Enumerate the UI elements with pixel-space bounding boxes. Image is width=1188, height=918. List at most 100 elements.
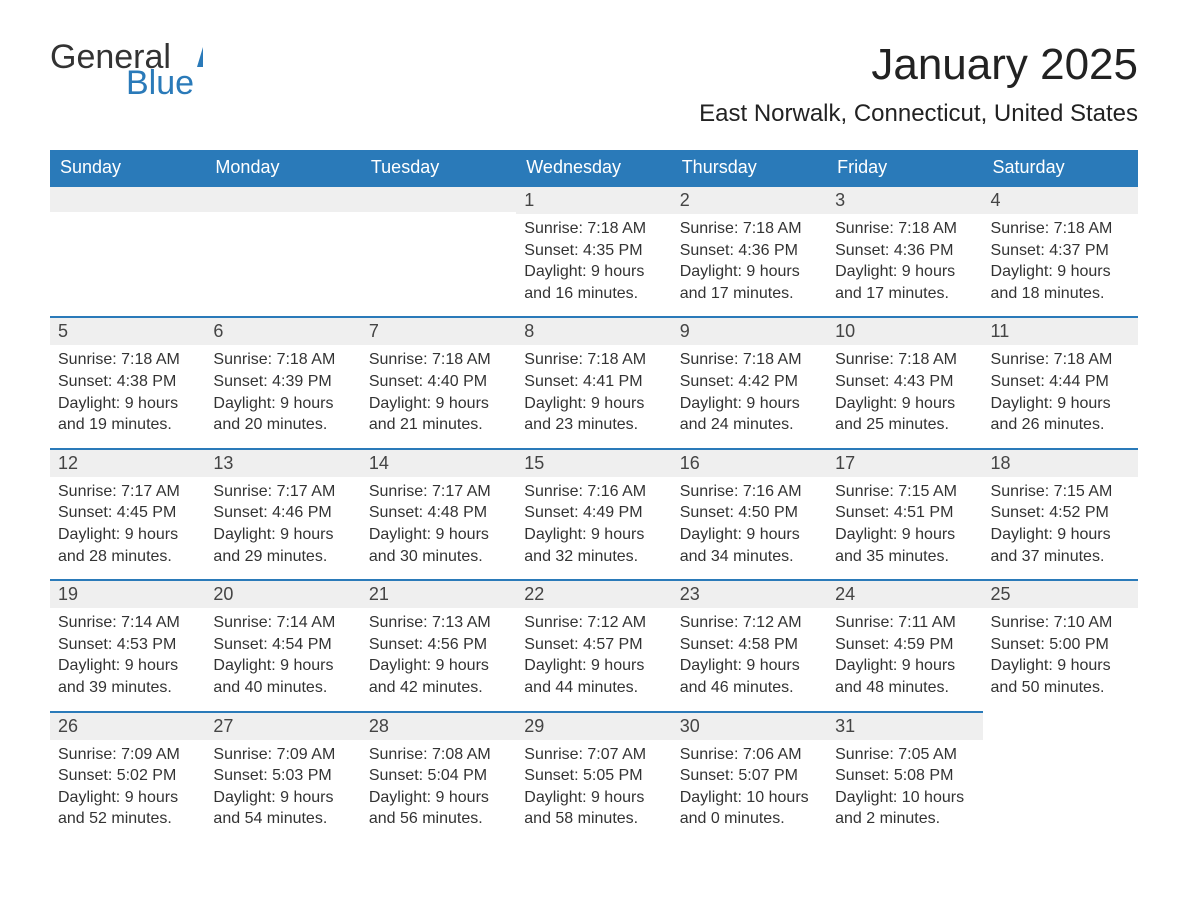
day-sunset: Sunset: 4:40 PM xyxy=(369,371,508,393)
day-sunrise: Sunrise: 7:06 AM xyxy=(680,744,819,766)
calendar-week-row: 1Sunrise: 7:18 AMSunset: 4:35 PMDaylight… xyxy=(50,185,1138,316)
calendar-cell: 13Sunrise: 7:17 AMSunset: 4:46 PMDayligh… xyxy=(205,448,360,579)
day-dl2: and 39 minutes. xyxy=(58,677,197,699)
day-number: 28 xyxy=(361,711,516,740)
day-number: 12 xyxy=(50,448,205,477)
calendar-cell: 5Sunrise: 7:18 AMSunset: 4:38 PMDaylight… xyxy=(50,316,205,447)
calendar-cell: 17Sunrise: 7:15 AMSunset: 4:51 PMDayligh… xyxy=(827,448,982,579)
day-dl2: and 19 minutes. xyxy=(58,414,197,436)
day-number: 17 xyxy=(827,448,982,477)
day-sunrise: Sunrise: 7:18 AM xyxy=(213,349,352,371)
day-dl2: and 50 minutes. xyxy=(991,677,1130,699)
day-sunset: Sunset: 4:36 PM xyxy=(680,240,819,262)
day-sunset: Sunset: 4:51 PM xyxy=(835,502,974,524)
day-body: Sunrise: 7:05 AMSunset: 5:08 PMDaylight:… xyxy=(827,740,982,842)
day-number: 27 xyxy=(205,711,360,740)
day-dl2: and 48 minutes. xyxy=(835,677,974,699)
calendar-cell: 15Sunrise: 7:16 AMSunset: 4:49 PMDayligh… xyxy=(516,448,671,579)
calendar-cell: 24Sunrise: 7:11 AMSunset: 4:59 PMDayligh… xyxy=(827,579,982,710)
day-sunrise: Sunrise: 7:18 AM xyxy=(369,349,508,371)
day-sunrise: Sunrise: 7:08 AM xyxy=(369,744,508,766)
day-body: Sunrise: 7:14 AMSunset: 4:53 PMDaylight:… xyxy=(50,608,205,710)
day-dl2: and 30 minutes. xyxy=(369,546,508,568)
day-sunset: Sunset: 4:49 PM xyxy=(524,502,663,524)
day-dl1: Daylight: 9 hours xyxy=(835,393,974,415)
day-sunset: Sunset: 4:52 PM xyxy=(991,502,1130,524)
day-body: Sunrise: 7:09 AMSunset: 5:02 PMDaylight:… xyxy=(50,740,205,842)
day-sunrise: Sunrise: 7:10 AM xyxy=(991,612,1130,634)
day-dl1: Daylight: 9 hours xyxy=(835,261,974,283)
day-number: 30 xyxy=(672,711,827,740)
day-number: 15 xyxy=(516,448,671,477)
calendar-cell: 28Sunrise: 7:08 AMSunset: 5:04 PMDayligh… xyxy=(361,711,516,842)
day-dl1: Daylight: 10 hours xyxy=(680,787,819,809)
day-sunrise: Sunrise: 7:17 AM xyxy=(58,481,197,503)
day-header: Monday xyxy=(205,150,360,185)
day-dl2: and 0 minutes. xyxy=(680,808,819,830)
calendar-cell: 26Sunrise: 7:09 AMSunset: 5:02 PMDayligh… xyxy=(50,711,205,842)
day-number: 6 xyxy=(205,316,360,345)
day-dl1: Daylight: 9 hours xyxy=(213,655,352,677)
day-sunset: Sunset: 4:42 PM xyxy=(680,371,819,393)
header: General Blue January 2025 East Norwalk, … xyxy=(50,40,1138,142)
day-sunset: Sunset: 4:50 PM xyxy=(680,502,819,524)
calendar-cell: 6Sunrise: 7:18 AMSunset: 4:39 PMDaylight… xyxy=(205,316,360,447)
day-sunset: Sunset: 4:48 PM xyxy=(369,502,508,524)
day-dl2: and 40 minutes. xyxy=(213,677,352,699)
day-dl1: Daylight: 9 hours xyxy=(680,393,819,415)
day-dl1: Daylight: 9 hours xyxy=(213,524,352,546)
day-body: Sunrise: 7:15 AMSunset: 4:52 PMDaylight:… xyxy=(983,477,1138,579)
day-number: 18 xyxy=(983,448,1138,477)
day-number: 29 xyxy=(516,711,671,740)
day-sunrise: Sunrise: 7:07 AM xyxy=(524,744,663,766)
day-sunrise: Sunrise: 7:18 AM xyxy=(835,349,974,371)
day-sunset: Sunset: 4:58 PM xyxy=(680,634,819,656)
day-number: 2 xyxy=(672,185,827,214)
day-sunset: Sunset: 4:56 PM xyxy=(369,634,508,656)
day-dl2: and 52 minutes. xyxy=(58,808,197,830)
day-sunrise: Sunrise: 7:18 AM xyxy=(680,349,819,371)
calendar-cell: 20Sunrise: 7:14 AMSunset: 4:54 PMDayligh… xyxy=(205,579,360,710)
day-body: Sunrise: 7:18 AMSunset: 4:40 PMDaylight:… xyxy=(361,345,516,447)
day-header-row: Sunday Monday Tuesday Wednesday Thursday… xyxy=(50,150,1138,185)
day-sunrise: Sunrise: 7:18 AM xyxy=(524,218,663,240)
day-number: 31 xyxy=(827,711,982,740)
day-number: 22 xyxy=(516,579,671,608)
day-dl2: and 20 minutes. xyxy=(213,414,352,436)
day-sunset: Sunset: 4:44 PM xyxy=(991,371,1130,393)
day-sunset: Sunset: 4:36 PM xyxy=(835,240,974,262)
day-sunset: Sunset: 5:00 PM xyxy=(991,634,1130,656)
day-sunrise: Sunrise: 7:18 AM xyxy=(835,218,974,240)
day-body: Sunrise: 7:09 AMSunset: 5:03 PMDaylight:… xyxy=(205,740,360,842)
day-dl2: and 42 minutes. xyxy=(369,677,508,699)
day-dl1: Daylight: 9 hours xyxy=(58,787,197,809)
calendar-week-row: 26Sunrise: 7:09 AMSunset: 5:02 PMDayligh… xyxy=(50,711,1138,842)
day-dl1: Daylight: 9 hours xyxy=(213,787,352,809)
calendar-cell: 9 Sunrise: 7:18 AMSunset: 4:42 PMDaylight… xyxy=(672,316,827,447)
day-sunset: Sunset: 5:08 PM xyxy=(835,765,974,787)
day-number: 13 xyxy=(205,448,360,477)
day-dl1: Daylight: 9 hours xyxy=(369,787,508,809)
day-dl1: Daylight: 10 hours xyxy=(835,787,974,809)
day-dl1: Daylight: 9 hours xyxy=(680,655,819,677)
day-sunset: Sunset: 5:02 PM xyxy=(58,765,197,787)
day-number: 9 xyxy=(672,316,827,345)
calendar-week-row: 19Sunrise: 7:14 AMSunset: 4:53 PMDayligh… xyxy=(50,579,1138,710)
day-number: 20 xyxy=(205,579,360,608)
day-dl2: and 56 minutes. xyxy=(369,808,508,830)
empty-day-number xyxy=(361,185,516,212)
day-sunrise: Sunrise: 7:16 AM xyxy=(524,481,663,503)
day-sunset: Sunset: 5:07 PM xyxy=(680,765,819,787)
day-number: 21 xyxy=(361,579,516,608)
day-sunrise: Sunrise: 7:18 AM xyxy=(991,349,1130,371)
day-number: 24 xyxy=(827,579,982,608)
day-dl2: and 54 minutes. xyxy=(213,808,352,830)
calendar-cell: 30 Sunrise: 7:06 AMSunset: 5:07 PMDayligh… xyxy=(672,711,827,842)
day-body: Sunrise: 7:18 AMSunset: 4:43 PMDaylight:… xyxy=(827,345,982,447)
day-dl2: and 29 minutes. xyxy=(213,546,352,568)
day-dl2: and 46 minutes. xyxy=(680,677,819,699)
calendar-cell: 22Sunrise: 7:12 AMSunset: 4:57 PMDayligh… xyxy=(516,579,671,710)
calendar-body: 1Sunrise: 7:18 AMSunset: 4:35 PMDaylight… xyxy=(50,185,1138,842)
day-body: Sunrise: 7:18 AMSunset: 4:41 PMDaylight:… xyxy=(516,345,671,447)
calendar-cell: 12Sunrise: 7:17 AMSunset: 4:45 PMDayligh… xyxy=(50,448,205,579)
